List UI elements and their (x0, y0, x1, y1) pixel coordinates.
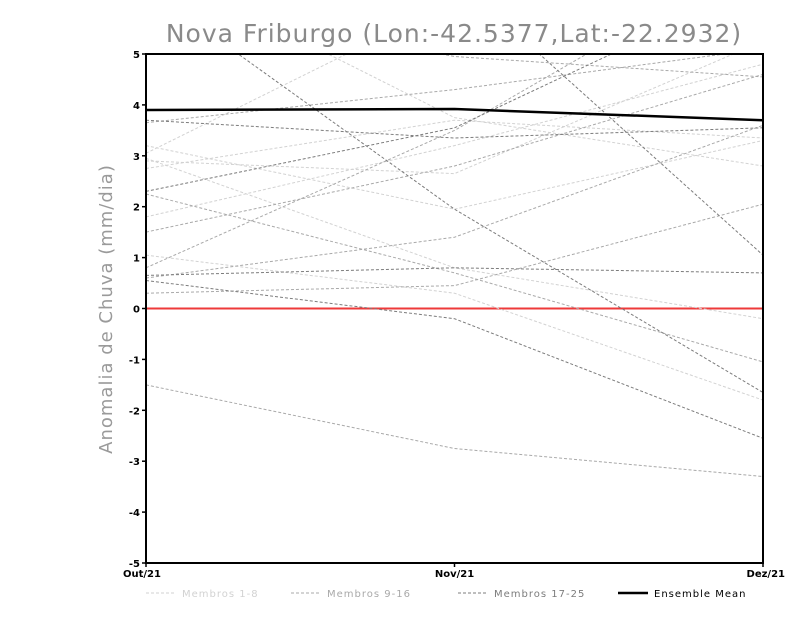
member-line-13 (146, 193, 763, 363)
member-line-15 (146, 73, 763, 233)
member-line-11 (146, 124, 763, 279)
member-line-12 (146, 203, 763, 294)
y-axis: 5 4 3 2 1 0 -1 -2 -3 -4 -5 (129, 50, 146, 570)
y-tick-label: -3 (129, 457, 140, 468)
y-tick-label: 0 (133, 305, 140, 316)
legend-label: Membros 1-8 (182, 589, 259, 600)
member-line-2 (146, 119, 763, 169)
member-line-21 (146, 119, 763, 139)
y-tick-label: -2 (129, 406, 140, 417)
x-tick-label: Dez/21 (747, 569, 786, 580)
y-tick-label: 4 (133, 101, 140, 112)
ensemble-mean-line (146, 107, 763, 122)
plot-area (146, 54, 763, 477)
y-tick-label: 1 (133, 254, 140, 265)
member-line-18 (237, 54, 763, 393)
y-axis-label: Anomalia de Chuva (mm/dia) (96, 164, 117, 454)
legend-label: Ensemble Mean (654, 589, 746, 600)
y-tick-label: 5 (133, 50, 140, 61)
y-tick-label: -1 (129, 355, 140, 366)
member-line-7 (146, 254, 763, 401)
legend-label: Membros 9-16 (327, 589, 411, 600)
legend-label: Membros 17-25 (494, 589, 585, 600)
member-line-16 (146, 384, 763, 477)
y-tick-label: -4 (129, 508, 140, 519)
x-axis: Out/21 Nov/21 Dez/21 (123, 563, 785, 580)
x-tick-label: Out/21 (123, 569, 161, 580)
y-tick-label: 3 (133, 152, 140, 163)
member-line-20 (146, 267, 763, 276)
member-line-6 (146, 157, 763, 320)
y-tick-label: -5 (129, 559, 140, 570)
member-line-3 (146, 63, 763, 218)
member-line-4 (146, 140, 763, 210)
member-line-1 (146, 54, 735, 175)
y-tick-label: 2 (133, 203, 140, 214)
member-line-5 (326, 54, 763, 167)
member-line-19 (146, 280, 763, 439)
legend: Membros 1-8 Membros 9-16 Membros 17-25 Ense… (146, 589, 746, 600)
chart-title: Nova Friburgo (Lon:-42.5377,Lat:-22.2932… (166, 19, 742, 48)
x-tick-label: Nov/21 (435, 569, 474, 580)
member-line-10 (146, 54, 729, 124)
member-line-14 (146, 54, 588, 269)
